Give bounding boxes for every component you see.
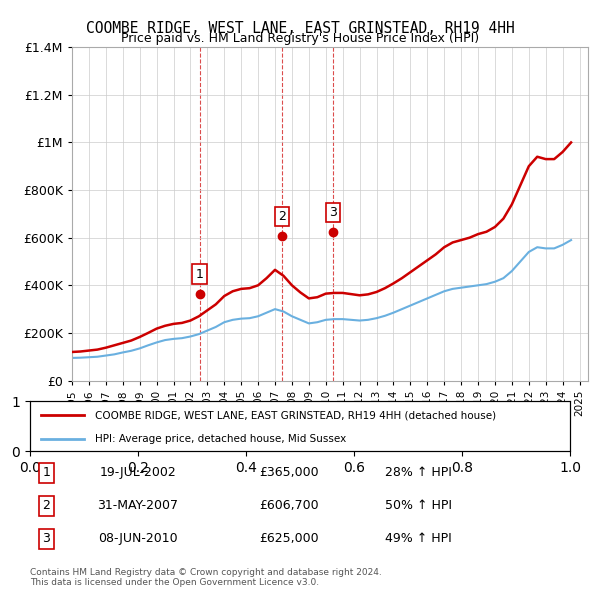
Text: 2: 2	[278, 210, 286, 223]
Text: 50% ↑ HPI: 50% ↑ HPI	[385, 499, 452, 513]
Text: £606,700: £606,700	[259, 499, 319, 513]
Text: Contains HM Land Registry data © Crown copyright and database right 2024.: Contains HM Land Registry data © Crown c…	[30, 568, 382, 576]
Text: 08-JUN-2010: 08-JUN-2010	[98, 532, 178, 546]
Text: 3: 3	[42, 532, 50, 546]
Text: 19-JUL-2002: 19-JUL-2002	[100, 466, 176, 480]
Text: This data is licensed under the Open Government Licence v3.0.: This data is licensed under the Open Gov…	[30, 578, 319, 587]
Text: 1: 1	[196, 267, 203, 281]
Text: COOMBE RIDGE, WEST LANE, EAST GRINSTEAD, RH19 4HH (detached house): COOMBE RIDGE, WEST LANE, EAST GRINSTEAD,…	[95, 410, 496, 420]
Text: 31-MAY-2007: 31-MAY-2007	[97, 499, 179, 513]
Text: 1: 1	[42, 466, 50, 480]
Text: COOMBE RIDGE, WEST LANE, EAST GRINSTEAD, RH19 4HH: COOMBE RIDGE, WEST LANE, EAST GRINSTEAD,…	[86, 21, 514, 35]
Text: £365,000: £365,000	[259, 466, 319, 480]
Text: HPI: Average price, detached house, Mid Sussex: HPI: Average price, detached house, Mid …	[95, 434, 346, 444]
Text: 3: 3	[329, 206, 337, 219]
Text: £625,000: £625,000	[259, 532, 319, 546]
Text: 49% ↑ HPI: 49% ↑ HPI	[385, 532, 452, 546]
Text: 2: 2	[42, 499, 50, 513]
Text: Price paid vs. HM Land Registry's House Price Index (HPI): Price paid vs. HM Land Registry's House …	[121, 32, 479, 45]
Text: 28% ↑ HPI: 28% ↑ HPI	[385, 466, 452, 480]
